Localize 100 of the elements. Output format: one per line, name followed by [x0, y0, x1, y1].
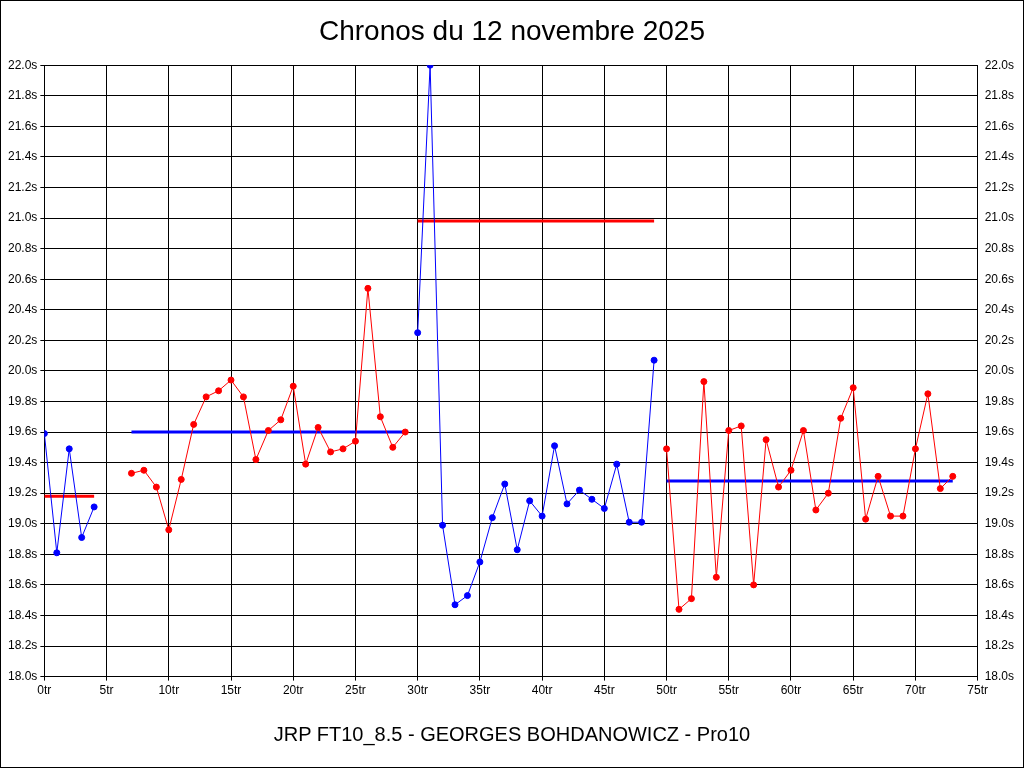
y-tick-label: 18.8s	[8, 546, 38, 561]
point	[252, 456, 260, 464]
point	[812, 506, 820, 514]
point	[488, 514, 496, 522]
y2-tick-label: 18.6s	[984, 577, 1014, 592]
point	[638, 518, 646, 526]
y2-tick-label: 18.2s	[984, 638, 1014, 653]
y-tick-label: 21.2s	[8, 179, 38, 194]
x-tick-label: 40tr	[531, 683, 553, 698]
y-tick-label: 21.6s	[8, 118, 38, 133]
point	[53, 549, 61, 557]
y2-tick-label: 20.4s	[984, 302, 1014, 317]
point	[463, 592, 471, 600]
y2-tick-label: 18.4s	[984, 607, 1014, 622]
chart-title: Chronos du 12 novembre 2025	[317, 15, 706, 47]
y2-tick-label: 21.4s	[984, 149, 1014, 164]
point	[625, 518, 633, 526]
point	[538, 512, 546, 520]
x-tick-label: 35tr	[469, 683, 491, 698]
point	[563, 500, 571, 508]
point	[451, 601, 459, 609]
point	[600, 504, 608, 512]
y2-tick-label: 20.2s	[984, 332, 1014, 347]
point	[737, 422, 745, 430]
point	[799, 427, 807, 435]
x-tick-label: 20tr	[282, 683, 304, 698]
y2-tick-label: 19.2s	[984, 485, 1014, 500]
point	[78, 534, 86, 542]
point	[215, 387, 223, 395]
point	[824, 489, 832, 497]
point	[787, 466, 795, 474]
point	[65, 445, 73, 453]
y2-tick-label: 19.4s	[984, 454, 1014, 469]
point	[414, 329, 422, 337]
point	[874, 472, 882, 480]
y2-tick-label: 19.8s	[984, 393, 1014, 408]
y2-tick-label: 19.6s	[984, 424, 1014, 439]
point	[887, 512, 895, 520]
point	[314, 423, 322, 431]
y-tick-label: 21.8s	[8, 88, 38, 103]
point	[165, 526, 173, 534]
point	[650, 356, 658, 364]
x-tick-label: 0tr	[37, 683, 52, 698]
point	[725, 427, 733, 435]
x-tick-label: 65tr	[842, 683, 864, 698]
point	[277, 416, 285, 424]
point	[339, 445, 347, 453]
y-tick-label: 18.6s	[8, 577, 38, 592]
point	[239, 393, 247, 401]
y-tick-label: 18.4s	[8, 607, 38, 622]
point	[202, 393, 210, 401]
x-tick-label: 50tr	[656, 683, 677, 698]
x-tick-label: 45tr	[593, 683, 615, 698]
x-tick-label: 55tr	[718, 683, 740, 698]
point	[476, 558, 484, 566]
point	[364, 284, 372, 292]
y2-tick-label: 21.8s	[984, 88, 1014, 103]
point	[501, 480, 509, 488]
y-tick-label: 19.4s	[8, 454, 38, 469]
point	[327, 448, 335, 456]
point	[775, 483, 783, 491]
point	[177, 475, 185, 483]
point	[127, 469, 135, 477]
y2-tick-label: 22.0s	[984, 57, 1014, 72]
y-tick-label: 20.6s	[8, 271, 38, 286]
point	[936, 485, 944, 493]
y2-tick-label: 21.2s	[984, 179, 1014, 194]
y2-tick-label: 18.8s	[984, 546, 1014, 561]
y-tick-label: 20.4s	[8, 302, 38, 317]
text: JRP FT10_8.5 - GEORGES BOHDANOWICZ - Pro10	[272, 723, 752, 746]
point	[289, 382, 297, 390]
point	[862, 515, 870, 523]
point	[687, 595, 695, 603]
point	[700, 378, 708, 386]
point	[663, 445, 671, 453]
y-tick-label: 19.2s	[8, 485, 38, 500]
x-tick-label: 5tr	[99, 683, 114, 698]
point	[140, 466, 148, 474]
y2-tick-label: 20.6s	[984, 271, 1014, 286]
point	[712, 573, 720, 581]
point	[513, 546, 521, 554]
y2-tick-label: 21.6s	[984, 118, 1014, 133]
point	[899, 512, 907, 520]
point	[575, 486, 583, 494]
x-tick-label: 10tr	[158, 683, 180, 698]
y-tick-label: 20.8s	[8, 240, 38, 255]
point	[588, 495, 596, 503]
x-tick-label: 25tr	[345, 683, 366, 698]
point	[264, 427, 272, 435]
y2-tick-label: 20.8s	[984, 240, 1014, 255]
x-tick-label: 15tr	[220, 683, 242, 698]
point	[911, 445, 919, 453]
y-tick-label: 20.2s	[8, 332, 38, 347]
x-tick-label: 75tr	[967, 683, 988, 698]
point	[837, 414, 845, 422]
point	[675, 605, 683, 613]
point	[152, 483, 160, 491]
point	[924, 390, 932, 398]
y-tick-label: 18.0s	[8, 668, 38, 683]
x-tick-label: 30tr	[407, 683, 429, 698]
